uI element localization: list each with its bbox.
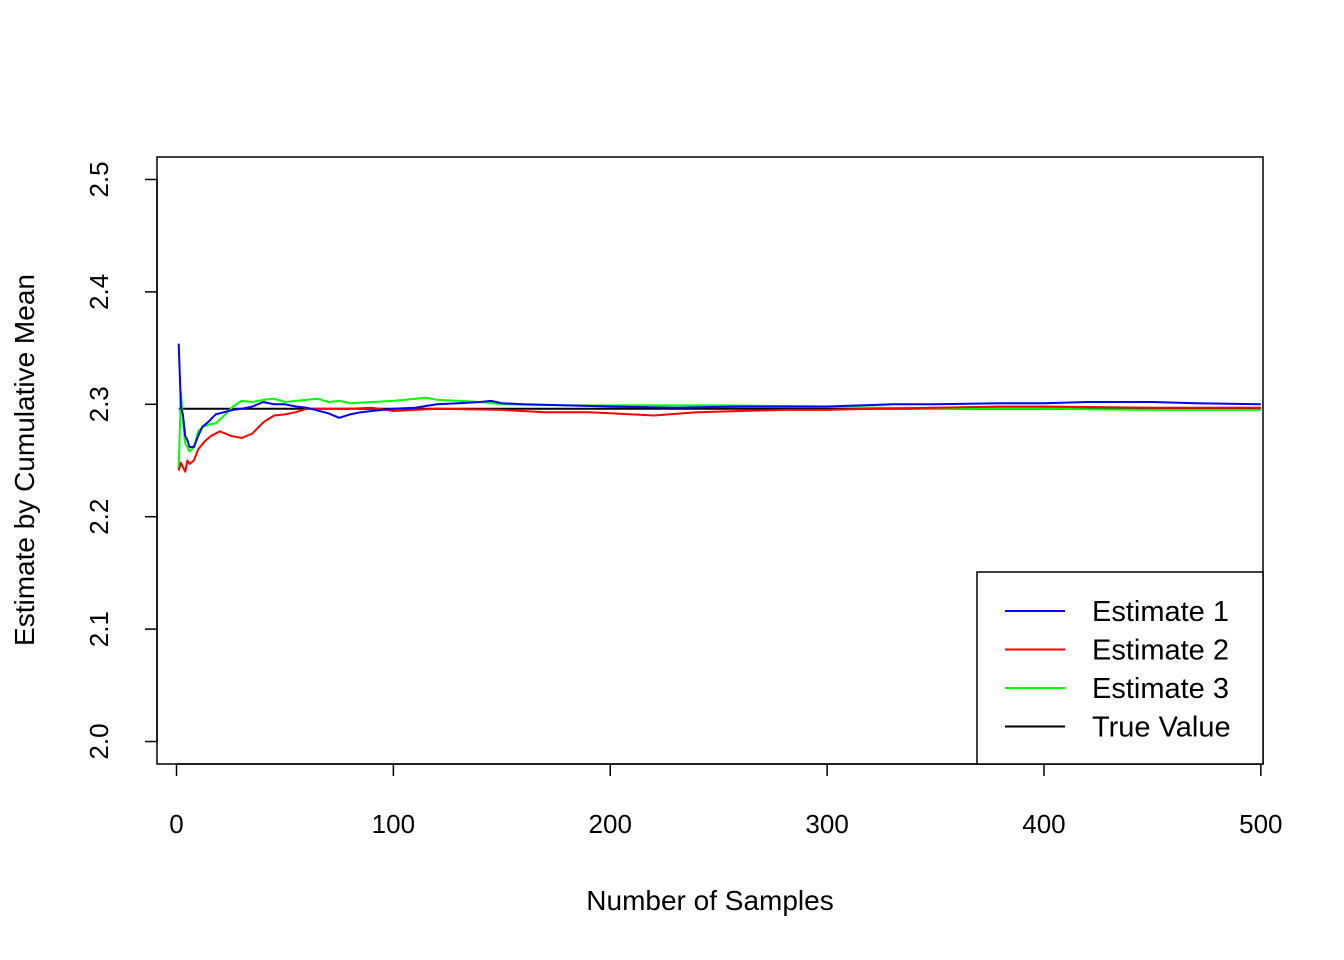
series-layer [177,343,1261,473]
x-tick-label: 300 [805,809,848,839]
y-tick-label: 2.2 [84,499,114,535]
legend-label-1: Estimate 1 [1092,596,1229,628]
legend-label-4: True Value [1092,712,1231,744]
series-line-2 [177,405,1261,473]
legend: Estimate 1 Estimate 2 Estimate 3 True Value [976,571,1264,765]
x-tick-label: 500 [1239,809,1282,839]
y-axis: 2.0 2.1 2.2 2.3 2.4 2.5 [84,161,158,760]
y-tick-label: 2.4 [84,274,114,310]
y-axis-title: Estimate by Cumulative Mean [9,274,40,646]
legend-label-3: Estimate 3 [1092,673,1229,705]
y-tick-label: 2.0 [84,723,114,759]
y-tick-label: 2.3 [84,386,114,422]
y-tick-label: 2.5 [84,161,114,197]
legend-label-2: Estimate 2 [1092,635,1229,667]
x-tick-label: 200 [589,809,632,839]
series-line-3 [177,390,1261,469]
x-tick-label: 100 [372,809,415,839]
x-axis: 0 100 200 300 400 500 [169,763,1283,839]
x-axis-title: Number of Samples [586,885,833,916]
x-tick-label: 0 [169,809,183,839]
x-tick-label: 400 [1022,809,1065,839]
legend-box [976,571,1264,765]
series-line-1 [177,343,1261,448]
y-tick-label: 2.1 [84,611,114,647]
